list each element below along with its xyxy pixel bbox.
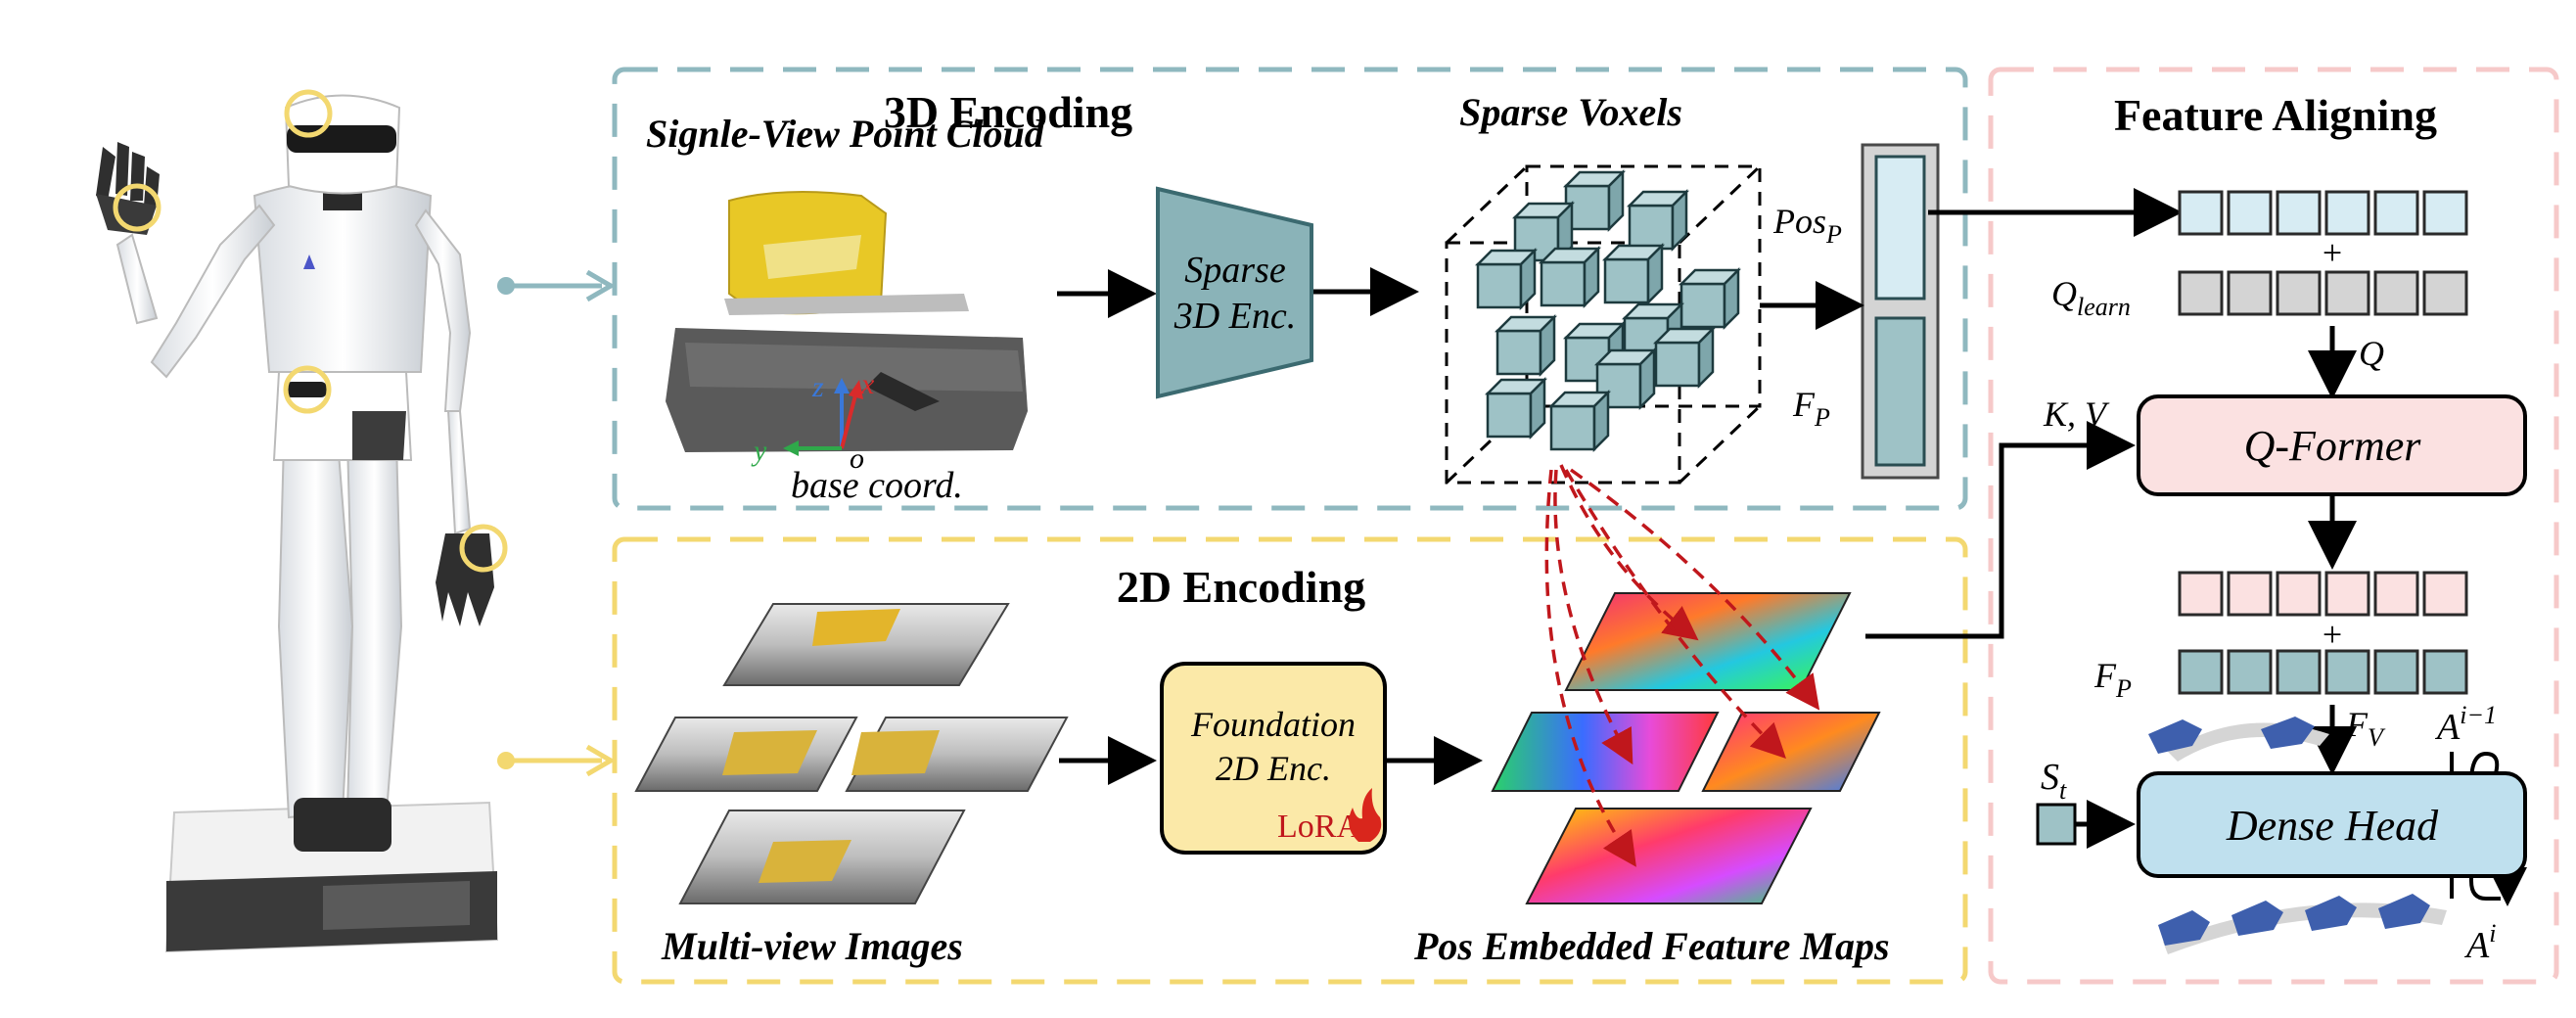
voxel-cube-5	[1538, 245, 1602, 309]
sparse-enc-line1: Sparse	[1184, 250, 1286, 291]
dense-head-label: Dense Head	[2226, 802, 2439, 850]
point-cloud-image	[666, 191, 1028, 452]
pos-token-3	[2276, 190, 2322, 236]
q-former-block	[2137, 394, 2527, 496]
prior-action-hands	[2148, 717, 2329, 762]
base-coord-axes	[783, 378, 863, 456]
a-cur-label: Ai	[2463, 919, 2496, 966]
fp-token-1	[2178, 649, 2224, 695]
query-token-2	[2227, 270, 2273, 316]
flame-icon	[1349, 788, 1382, 842]
axis-x-label: x	[860, 368, 875, 400]
voxel-to-map-projections	[1544, 464, 1820, 867]
feature-maps	[1491, 592, 1881, 904]
output-token-3	[2276, 571, 2322, 617]
query-token-3	[2276, 270, 2322, 316]
multi-view-images	[634, 603, 1069, 904]
f-p-label: FP	[1792, 385, 1830, 432]
multi-view-label: Multi-view Images	[661, 924, 963, 968]
query-token-1	[2178, 270, 2224, 316]
lora-label: LoRA	[1277, 809, 1360, 845]
voxel-cube-1	[1562, 168, 1627, 233]
pos-p-slot	[1874, 155, 1926, 301]
pos-p-label: PosP	[1772, 202, 1842, 249]
dense-head-block	[2137, 771, 2527, 878]
axis-o-label: o	[850, 442, 864, 475]
pos-token-6	[2422, 190, 2468, 236]
axis-y-label: y	[751, 435, 767, 467]
voxel-cube-13	[1547, 389, 1612, 453]
f-p-slot	[1874, 316, 1926, 467]
axis-z-label: z	[811, 371, 824, 403]
point-cloud-label: Signle-View Point Cloud	[646, 112, 1045, 156]
pos-token-2	[2227, 190, 2273, 236]
fp-token-4	[2324, 649, 2370, 695]
fp-token-5	[2373, 649, 2419, 695]
pos-token-4	[2324, 190, 2370, 236]
query-token-5	[2373, 270, 2419, 316]
qformer-output-row	[2178, 571, 2468, 617]
f-v-label: FV	[2345, 705, 2386, 752]
sparse-voxels-label: Sparse Voxels	[1459, 90, 1682, 134]
panel-2d-title: 2D Encoding	[1117, 562, 1365, 612]
q-former-label: Q-Former	[2244, 422, 2422, 470]
foundation-line1: Foundation	[1190, 705, 1356, 744]
a-prev-label: Ai−1	[2434, 701, 2497, 748]
foundation-line2: 2D Enc.	[1216, 749, 1331, 788]
feature-maps-label: Pos Embedded Feature Maps	[1413, 924, 1890, 968]
pos-token-5	[2373, 190, 2419, 236]
output-token-5	[2373, 571, 2419, 617]
panel-2d-encoding	[612, 536, 1968, 985]
kv-label: K, V	[2043, 394, 2110, 434]
panel-align-title: Feature Aligning	[2114, 90, 2437, 140]
sparse-enc-line2: 3D Enc.	[1173, 296, 1297, 337]
voxel-cube-7	[1678, 266, 1742, 331]
output-token-1	[2178, 571, 2224, 617]
plus-sign-2: +	[2323, 615, 2342, 654]
query-token-4	[2324, 270, 2370, 316]
panel-3d-encoding	[612, 67, 1968, 511]
output-token-2	[2227, 571, 2273, 617]
voxel-cube-8	[1494, 313, 1558, 378]
voxel-cube-3	[1626, 188, 1690, 253]
base-coord-label: base coord.	[791, 465, 963, 506]
voxel-cube-12	[1593, 347, 1658, 411]
fp-token-3	[2276, 649, 2322, 695]
query-token-6	[2422, 270, 2468, 316]
panel-feature-aligning	[1988, 67, 2559, 985]
robot-illustration	[96, 89, 508, 953]
plus-sign-1: +	[2323, 233, 2342, 272]
voxel-cube-2	[1511, 200, 1576, 264]
output-token-4	[2324, 571, 2370, 617]
voxel-cube-6	[1601, 242, 1666, 306]
robot-connector-2d	[497, 744, 616, 777]
panel-3d-title: 3D Encoding	[884, 87, 1132, 137]
fp-token-2	[2227, 649, 2273, 695]
voxel-cube-4	[1474, 247, 1539, 311]
sparse-3d-enc-block	[1156, 186, 1313, 399]
voxel-cube-11	[1652, 325, 1717, 390]
pos-token-1	[2178, 190, 2224, 236]
voxel-cubes	[1474, 168, 1742, 453]
q-label: Q	[2359, 334, 2384, 373]
output-token-6	[2422, 571, 2468, 617]
robot-connector-3d	[497, 269, 616, 302]
pos-token-row	[2178, 190, 2468, 236]
s-t-label: St	[2041, 757, 2067, 805]
point-feature-row	[2178, 649, 2468, 695]
predicted-action-hands	[2158, 894, 2447, 954]
arrow-maps-to-qformer	[1865, 421, 2136, 639]
voxel-cube-14	[1484, 376, 1548, 440]
state-token	[2036, 803, 2077, 846]
f-p-row-label: FP	[2093, 656, 2132, 703]
learnable-query-row	[2178, 270, 2468, 316]
fp-token-6	[2422, 649, 2468, 695]
q-learn-label: Qlearn	[2051, 274, 2131, 321]
